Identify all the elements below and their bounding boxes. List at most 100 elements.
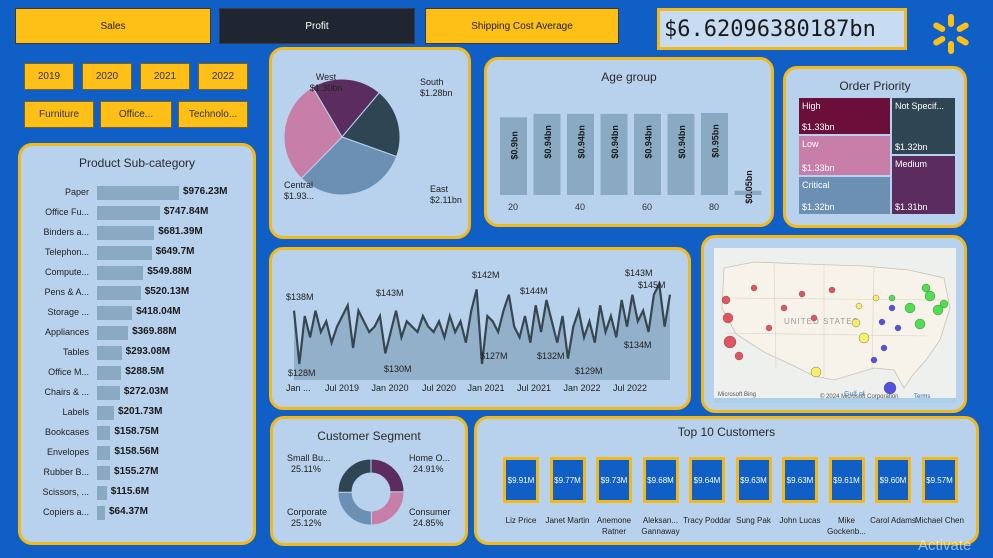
timeline-panel: Jan ... Jul 2019 Jan 2020 Jul 2020 Jan 2021 J…: [269, 247, 691, 410]
subcategory-bar: [97, 226, 155, 240]
subcategory-bar: [97, 506, 105, 520]
treemap-cell-high[interactable]: High $1.33bn: [798, 97, 891, 135]
customer-value-card[interactable]: $9.57M: [921, 457, 958, 503]
treemap-cell-value: $1.32bn: [802, 202, 835, 212]
subcategory-name: Appliances: [44, 327, 89, 337]
state-border-line: [871, 266, 875, 371]
state-border-line: [773, 263, 777, 369]
age-axis-tick: 80: [709, 202, 719, 212]
year-filter-2020[interactable]: 2020: [82, 63, 132, 90]
map-data-point: [780, 304, 788, 312]
subcategory-row[interactable]: Office M... $288.5M: [21, 364, 253, 382]
region-pie-panel: West $1.30bn South $1.28bn East $2.11bn Centra…: [269, 47, 471, 239]
subcategory-name: Rubber B...: [43, 467, 89, 477]
customer-value-card[interactable]: $9.61M: [828, 457, 865, 503]
map-data-point: [888, 294, 896, 302]
subcategory-name: Envelopes: [46, 447, 89, 457]
subcategory-row[interactable]: Bookcases $158.75M: [21, 424, 253, 442]
category-filter-technology[interactable]: Technolo...: [178, 101, 248, 128]
age-bar: [634, 113, 661, 195]
treemap-cell-medium[interactable]: Medium $1.31bn: [891, 155, 956, 215]
customer-value-card[interactable]: $9.64M: [689, 457, 725, 503]
customer-value-card[interactable]: $9.73M: [596, 457, 632, 503]
map-attribution: © 2024 Microsoft Corporation: [820, 393, 898, 400]
category-filter-furniture[interactable]: Furniture: [24, 101, 94, 128]
map-data-point: [798, 290, 806, 298]
category-filter-label: Technolo...: [188, 109, 238, 120]
subcategory-row[interactable]: Storage ... $418.04M: [21, 304, 253, 322]
subcategory-name: Tables: [62, 347, 89, 357]
age-group-title: Age group: [601, 70, 657, 84]
age-bar-label: $0.95bn: [711, 124, 721, 158]
tab-shipping-label: Shipping Cost Average: [471, 20, 573, 32]
us-map[interactable]: UNITED STATES Microsoft Bing © 2024 Micros…: [714, 248, 956, 403]
product-subcategory-panel: Product Sub-category Paper $976.23M Office…: [18, 143, 256, 545]
subcategory-row[interactable]: Paper $976.23M: [21, 184, 253, 202]
map-data-point: [914, 318, 926, 330]
year-filter-label: 2020: [95, 71, 119, 82]
treemap-cell-value: $1.31bn: [895, 202, 928, 212]
subcategory-value: $649.7M: [155, 246, 195, 257]
tab-sales[interactable]: Sales: [15, 8, 211, 44]
subcategory-name: Pens & A...: [44, 287, 89, 297]
age-bar: [533, 113, 561, 195]
subcategory-row[interactable]: Scissors, ... $115.6M: [21, 484, 253, 502]
subcategory-bar: [97, 326, 129, 340]
timeline-x-label: Jan 2021: [467, 383, 504, 393]
subcategory-row[interactable]: Chairs & ... $272.03M: [21, 384, 253, 402]
subcategory-name: Telephon...: [44, 247, 89, 257]
subcategory-row[interactable]: Binders a... $681.39M: [21, 224, 253, 242]
map-data-point: [851, 318, 861, 328]
subcategory-row[interactable]: Compute... $549.88M: [21, 264, 253, 282]
customer-value: $9.60M: [879, 475, 907, 485]
pie-slice-name: Central: [284, 180, 313, 190]
subcategory-bar: [97, 346, 122, 360]
customer-value-card[interactable]: $9.68M: [642, 457, 679, 503]
subcategory-bar: [97, 246, 152, 260]
subcategory-row[interactable]: Appliances $369.88M: [21, 324, 253, 342]
subcategory-row[interactable]: Pens & A... $520.13M: [21, 284, 253, 302]
timeline-annotation: $143M: [376, 288, 404, 298]
timeline-x-label: Jul 2021: [517, 383, 551, 393]
age-bar-label: $0.94bn: [543, 125, 553, 159]
subcategory-value: $520.13M: [144, 286, 190, 297]
customer-value-card[interactable]: $9.60M: [875, 457, 911, 503]
subcategory-row[interactable]: Office Fu... $747.84M: [21, 204, 253, 222]
map-data-point: [858, 332, 870, 344]
tab-profit[interactable]: Profit: [219, 8, 415, 44]
customer-value-card[interactable]: $9.77M: [549, 457, 586, 503]
map-data-point: [855, 302, 863, 310]
subcategory-row[interactable]: Labels $201.73M: [21, 404, 253, 422]
category-filter-office[interactable]: Office...: [100, 101, 172, 128]
timeline-annotation: $143M: [625, 268, 653, 278]
age-bar: [701, 113, 728, 195]
spark-logo-icon: [933, 14, 969, 54]
year-filter-2019[interactable]: 2019: [24, 63, 74, 90]
year-filter-2021[interactable]: 2021: [140, 63, 190, 90]
product-subcategory-title: Product Sub-category: [78, 156, 196, 170]
customer-value-card[interactable]: $9.63M: [782, 457, 818, 503]
treemap-cell-critical[interactable]: Critical $1.32bn: [798, 176, 891, 215]
subcategory-name: Scissors, ...: [42, 487, 89, 497]
top-customers-row: $9.91M Liz Price $9.77M Janet Martin $9.73M A…: [503, 457, 973, 542]
timeline-annotation: $142M: [472, 270, 500, 280]
subcategory-row[interactable]: Copiers a... $64.37M: [21, 504, 253, 522]
year-filter-label: 2022: [211, 71, 235, 82]
subcategory-row[interactable]: Tables $293.08M: [21, 344, 253, 362]
timeline-x-label: Jan 2022: [563, 383, 600, 393]
subcategory-row[interactable]: Telephon... $649.7M: [21, 244, 253, 262]
treemap-cell-name: Medium: [895, 159, 928, 169]
customer-value-card[interactable]: $9.91M: [503, 457, 539, 503]
customer-value-card[interactable]: $9.63M: [735, 457, 772, 503]
subcategory-row[interactable]: Envelopes $158.56M: [21, 444, 253, 462]
segment-name: Consumer: [409, 507, 451, 517]
year-filter-label: 2021: [153, 71, 177, 82]
treemap-cell-not-specified[interactable]: Not Specif... $1.32bn: [891, 97, 956, 155]
tab-shipping-cost-average[interactable]: Shipping Cost Average: [425, 8, 619, 44]
treemap-cell-low[interactable]: Low $1.33bn: [798, 135, 891, 176]
top-customers-title: Top 10 Customers: [677, 425, 776, 439]
timeline-line: [292, 280, 672, 365]
subcategory-value: $681.39M: [158, 226, 203, 237]
year-filter-2022[interactable]: 2022: [198, 63, 248, 90]
subcategory-row[interactable]: Rubber B... $155.27M: [21, 464, 253, 482]
